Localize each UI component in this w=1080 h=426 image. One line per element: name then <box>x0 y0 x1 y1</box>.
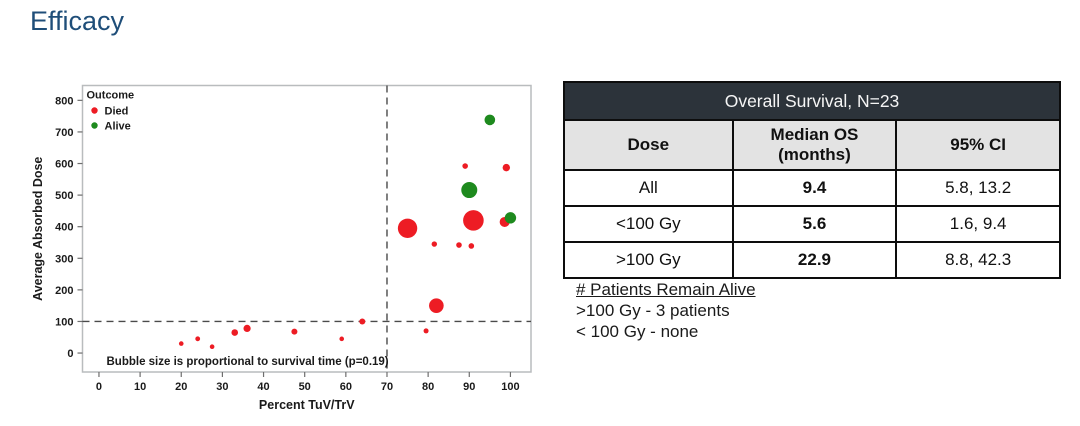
svg-text:30: 30 <box>216 381 228 393</box>
svg-text:50: 50 <box>299 381 311 393</box>
bubble <box>456 242 462 248</box>
series-alive <box>461 114 517 224</box>
svg-text:60: 60 <box>340 381 352 393</box>
table-row: <100 Gy 5.6 1.6, 9.4 <box>563 205 1061 243</box>
patients-alive-notes: # Patients Remain Alive >100 Gy - 3 pati… <box>576 279 756 342</box>
svg-text:100: 100 <box>55 316 73 328</box>
bubble <box>291 328 298 335</box>
table-title: Overall Survival, N=23 <box>563 81 1061 121</box>
cell-median-os: 9.4 <box>731 169 898 207</box>
bubble-chart-svg: 0 100 200 300 400 500 600 700 800 0 10 20 30 40 50 60 70… <box>31 84 532 412</box>
legend-label: Died <box>105 106 129 118</box>
page-title: Efficacy <box>30 6 125 36</box>
bubble <box>423 328 429 334</box>
legend-label: Alive <box>105 121 131 133</box>
bubble <box>429 298 444 313</box>
x-axis: 0 10 20 30 40 50 60 70 80 90 100 <box>96 372 520 393</box>
bubble <box>359 318 366 325</box>
bubble <box>504 212 517 224</box>
cell-dose: >100 Gy <box>563 241 734 279</box>
svg-text:40: 40 <box>257 381 269 393</box>
chart-footnote: Bubble size is proportional to survival … <box>107 356 389 368</box>
svg-text:800: 800 <box>55 95 73 107</box>
plot-frame <box>81 84 532 373</box>
cell-median-os: 5.6 <box>731 205 898 243</box>
svg-text:70: 70 <box>381 381 393 393</box>
table-row: All 9.4 5.8, 13.2 <box>563 169 1061 207</box>
svg-text:100: 100 <box>501 381 519 393</box>
notes-line: >100 Gy - 3 patients <box>576 301 730 320</box>
svg-text:20: 20 <box>175 381 187 393</box>
cell-median-os: 22.9 <box>731 241 898 279</box>
bubble <box>502 163 511 172</box>
x-axis-title: Percent TuV/TrV <box>259 398 355 412</box>
bubble <box>462 163 468 169</box>
svg-text:200: 200 <box>55 285 73 297</box>
table-header-row: Dose Median OS (months) 95% CI <box>563 119 1061 171</box>
cell-ci: 8.8, 42.3 <box>895 241 1061 279</box>
bubble <box>243 324 251 333</box>
cell-ci: 5.8, 13.2 <box>895 169 1061 207</box>
svg-text:80: 80 <box>422 381 434 393</box>
bubble-chart: 0 100 200 300 400 500 600 700 800 0 10 20 30 40 50 60 70… <box>30 70 545 420</box>
svg-text:10: 10 <box>134 381 146 393</box>
notes-heading: # Patients Remain Alive <box>576 280 756 299</box>
column-header-median-os: Median OS (months) <box>731 119 898 171</box>
bubble <box>178 341 184 346</box>
column-header-dose: Dose <box>563 119 734 171</box>
legend-dot-died <box>91 107 98 114</box>
svg-text:0: 0 <box>67 348 73 360</box>
svg-text:90: 90 <box>463 381 475 393</box>
bubble <box>484 114 496 126</box>
table-row: >100 Gy 22.9 8.8, 42.3 <box>563 241 1061 279</box>
column-header-ci: 95% CI <box>895 119 1061 171</box>
overall-survival-table: Overall Survival, N=23 Dose Median OS (m… <box>563 81 1061 279</box>
svg-text:700: 700 <box>55 127 73 139</box>
bubble <box>461 182 478 199</box>
cell-dose: <100 Gy <box>563 205 734 243</box>
chart-legend: Outcome Died Alive <box>87 90 135 133</box>
bubble <box>339 336 345 342</box>
series-died <box>178 163 511 350</box>
svg-text:400: 400 <box>55 222 73 234</box>
reference-lines <box>82 85 531 372</box>
bubble <box>468 243 475 249</box>
svg-text:600: 600 <box>55 159 73 171</box>
cell-dose: All <box>563 169 734 207</box>
bubble <box>397 218 418 238</box>
svg-text:300: 300 <box>55 253 73 265</box>
legend-title: Outcome <box>87 90 135 102</box>
y-axis-title: Average Absorbed Dose <box>31 157 45 301</box>
legend-dot-alive <box>91 122 98 129</box>
notes-line: < 100 Gy - none <box>576 322 699 341</box>
svg-text:0: 0 <box>96 381 102 393</box>
svg-text:500: 500 <box>55 190 73 202</box>
y-axis: 0 100 200 300 400 500 600 700 800 <box>55 95 83 360</box>
bubble <box>231 329 239 336</box>
cell-ci: 1.6, 9.4 <box>895 205 1061 243</box>
bubble <box>195 336 201 342</box>
bubble <box>209 344 215 350</box>
bubble <box>431 241 438 247</box>
bubble <box>463 210 484 231</box>
